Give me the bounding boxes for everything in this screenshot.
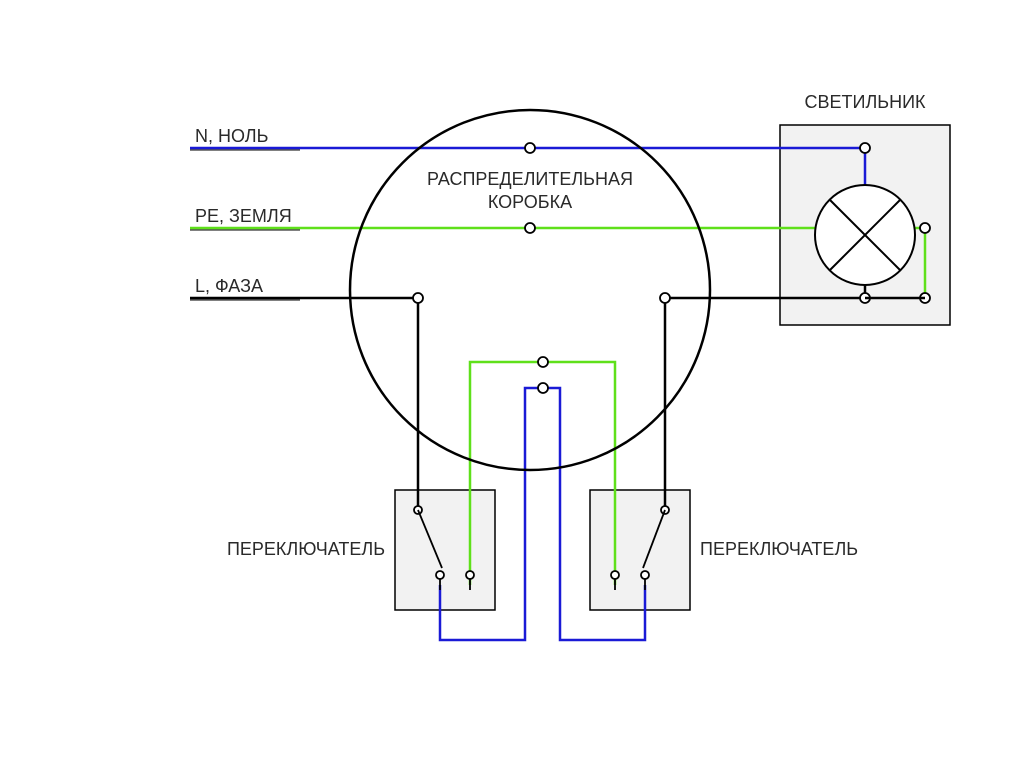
label-switch-right: ПЕРЕКЛЮЧАТЕЛЬ (700, 539, 858, 559)
label-switch-left: ПЕРЕКЛЮЧАТЕЛЬ (227, 539, 385, 559)
label-neutral: N, НОЛЬ (195, 126, 268, 146)
label-earth: PE, ЗЕМЛЯ (195, 206, 292, 226)
label-junction-l2: КОРОБКА (488, 192, 572, 212)
wiring-diagram: СВЕТИЛЬНИК РАСПРЕДЕЛИТЕЛЬНАЯ КОРОБКА N, … (0, 0, 1024, 768)
label-phase: L, ФАЗА (195, 276, 263, 296)
switch-left-box (395, 490, 495, 610)
label-junction-l1: РАСПРЕДЕЛИТЕЛЬНАЯ (427, 169, 633, 189)
label-lamp: СВЕТИЛЬНИК (805, 92, 927, 112)
junction-box-circle (350, 110, 710, 470)
switch-right-box (590, 490, 690, 610)
